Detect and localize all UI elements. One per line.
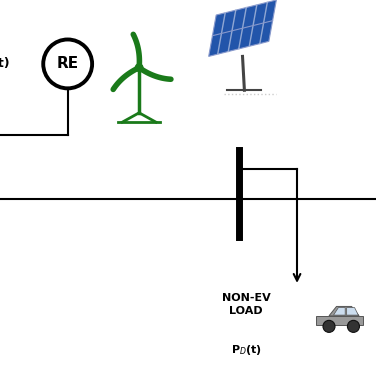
Polygon shape bbox=[329, 306, 359, 316]
Text: P$_D$(t): P$_D$(t) bbox=[231, 343, 262, 357]
Circle shape bbox=[135, 64, 143, 71]
Polygon shape bbox=[209, 0, 276, 56]
Circle shape bbox=[323, 320, 335, 332]
Polygon shape bbox=[316, 316, 363, 325]
Polygon shape bbox=[347, 308, 358, 315]
Polygon shape bbox=[334, 308, 345, 315]
Circle shape bbox=[347, 320, 359, 332]
Text: (t): (t) bbox=[0, 58, 10, 70]
Text: RE: RE bbox=[57, 56, 79, 71]
Text: NON-EV
LOAD: NON-EV LOAD bbox=[222, 293, 271, 316]
